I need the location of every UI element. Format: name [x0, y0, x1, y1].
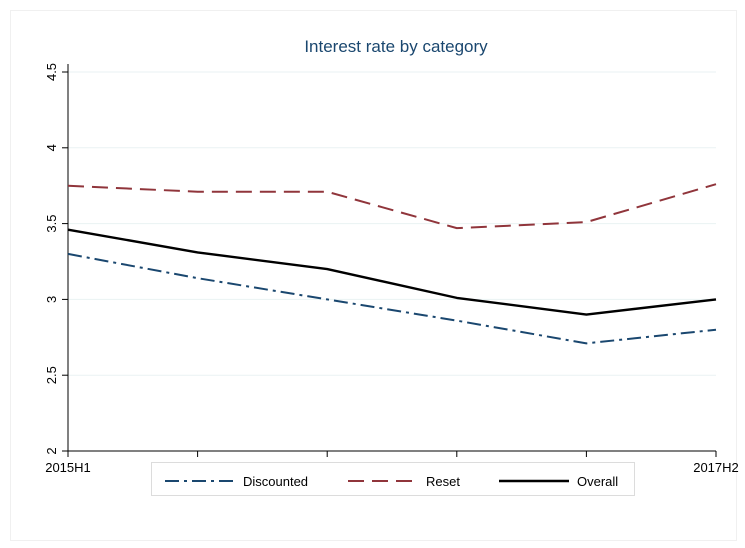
data-point-reset [714, 182, 718, 186]
data-point-reset [325, 190, 329, 194]
data-point-discounted [325, 297, 329, 301]
data-point-reset [66, 184, 70, 188]
data-point-overall [584, 313, 588, 317]
data-point-discounted [66, 252, 70, 256]
data-point-overall [714, 297, 718, 301]
y-tick-label: 2 [44, 447, 59, 454]
y-tick-label: 4.5 [44, 63, 59, 81]
data-point-reset [455, 226, 459, 230]
data-point-discounted [714, 328, 718, 332]
series-line-reset [67, 183, 717, 230]
data-point-discounted [196, 276, 200, 280]
data-point-overall [196, 250, 200, 254]
figure-border [10, 10, 737, 541]
gridlines [68, 71, 716, 452]
data-point-discounted [455, 319, 459, 323]
legend-box [151, 462, 635, 496]
x-tick-label: 2017H2 [693, 460, 739, 475]
series-line-discounted [67, 252, 717, 345]
legend: Discounted Reset Overall [151, 462, 635, 496]
legend-label-discounted: Discounted [243, 474, 308, 489]
legend-label-reset: Reset [426, 474, 460, 489]
chart-title: Interest rate by category [304, 37, 488, 56]
legend-label-overall: Overall [577, 474, 618, 489]
data-point-reset [196, 190, 200, 194]
series-line-overall [67, 228, 717, 316]
y-tick-label: 3.5 [44, 215, 59, 233]
data-point-discounted [584, 341, 588, 345]
data-point-overall [66, 228, 70, 232]
data-point-reset [584, 220, 588, 224]
y-tick-label: 3 [44, 296, 59, 303]
series-lines [66, 182, 718, 345]
y-tick-label: 2.5 [44, 366, 59, 384]
data-point-overall [325, 267, 329, 271]
data-point-overall [455, 296, 459, 300]
x-tick-label: 2015H1 [45, 460, 91, 475]
y-tick-label: 4 [44, 144, 59, 151]
